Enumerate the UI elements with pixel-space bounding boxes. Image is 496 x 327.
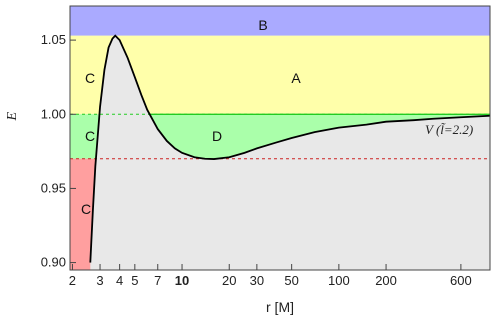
region-under-curve (90, 35, 491, 271)
x-tick-label-7: 30 (250, 273, 264, 288)
x-axis-title: r [M] (266, 299, 294, 315)
region-label-a: A (291, 70, 301, 86)
y-tick-label-1: 0.95 (41, 180, 66, 195)
x-tick-label-1: 3 (96, 273, 103, 288)
x-tick-label-4: 7 (154, 273, 161, 288)
x-tick-label-2: 4 (116, 273, 123, 288)
region-label-b: B (258, 17, 267, 33)
curve-label: V (l̃=2.2) (425, 122, 473, 137)
x-tick-label-5: 10 (175, 273, 189, 288)
series-line (89, 34, 491, 263)
y-axis-title: E (5, 112, 20, 122)
x-tick-label-10: 200 (375, 273, 397, 288)
region-label-c-lower: C (81, 201, 91, 217)
x-tick-label-8: 50 (284, 273, 298, 288)
curve-layer (89, 34, 491, 263)
region-label-c-middle: C (85, 128, 95, 144)
x-tick-label-9: 100 (328, 273, 350, 288)
x-tick-label-0: 2 (69, 273, 76, 288)
x-tick-label-3: 5 (131, 273, 138, 288)
x-tick-label-6: 20 (222, 273, 236, 288)
region-b (70, 6, 490, 36)
region-label-d: D (212, 128, 222, 144)
y-tick-label-3: 1.05 (41, 32, 66, 47)
region-label-c-upper: C (85, 70, 95, 86)
x-tick-label-11: 600 (450, 273, 472, 288)
plot-frame (69, 5, 491, 271)
axes-layer: 0.90 0.95 1.00 1.05 2 3 4 5 7 10 20 30 50 100 200 600 (41, 5, 491, 288)
y-tick-label-2: 1.00 (41, 106, 66, 121)
regions-layer (70, 6, 491, 271)
labels-layer: B A C C C D V (l̃=2.2) r [M] E (5, 17, 473, 315)
y-tick-label-0: 0.90 (41, 255, 66, 270)
